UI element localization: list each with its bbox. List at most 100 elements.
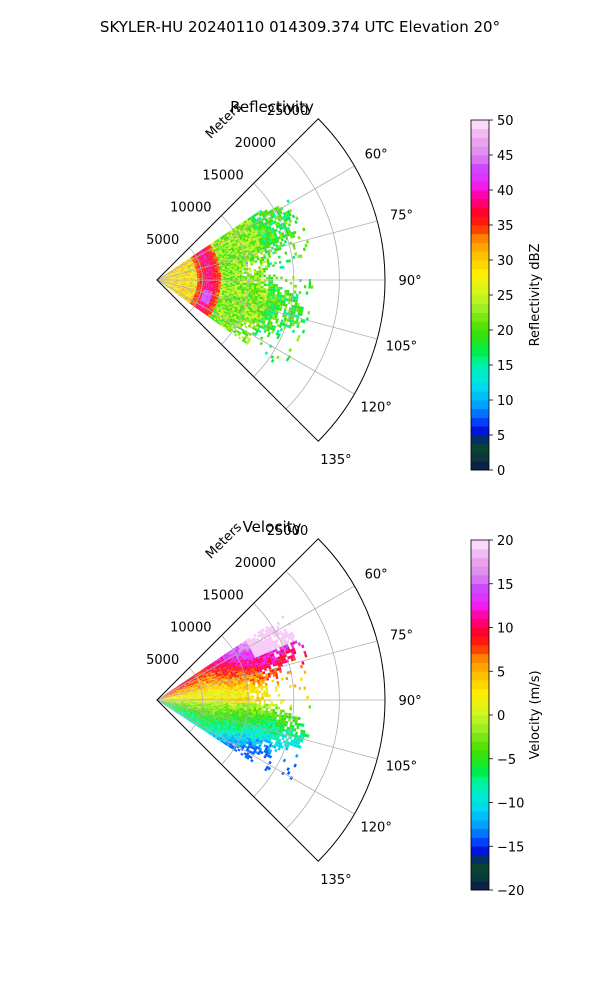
velocity-data-cell	[275, 676, 279, 679]
reflectivity-data-cell	[266, 211, 270, 216]
reflectivity-data-cell	[209, 263, 212, 265]
reflectivity-data-cell	[230, 296, 234, 299]
reflectivity-data-cell	[172, 272, 175, 274]
reflectivity-data-cell	[212, 242, 216, 246]
reflectivity-data-cell	[165, 283, 169, 285]
reflectivity-data-cell	[261, 281, 264, 284]
reflectivity-data-cell	[228, 246, 232, 250]
reflectivity-data-cell	[228, 248, 232, 251]
reflectivity-data-cell	[274, 289, 278, 292]
reflectivity-data-cell	[207, 268, 211, 270]
reflectivity-data-cell	[199, 257, 202, 260]
reflectivity-data-cell	[269, 305, 273, 309]
reflectivity-data-cell	[176, 288, 179, 291]
reflectivity-data-cell	[306, 240, 310, 244]
reflectivity-data-cell	[208, 295, 212, 298]
reflectivity-data-cell	[189, 293, 193, 296]
reflectivity-data-cell	[232, 277, 236, 280]
reflectivity-data-cell	[289, 322, 293, 326]
reflectivity-data-cell	[198, 268, 201, 270]
reflectivity-data-cell	[180, 278, 184, 280]
reflectivity-data-cell	[221, 308, 225, 311]
reflectivity-data-cell	[170, 284, 173, 286]
velocity-data-cell	[299, 677, 303, 681]
reflectivity-data-cell	[198, 286, 202, 289]
reflectivity-data-cell	[244, 232, 249, 236]
reflectivity-data-cell	[171, 281, 174, 282]
reflectivity-data-cell	[256, 287, 259, 290]
reflectivity-data-cell	[206, 255, 209, 258]
reflectivity-data-cell	[223, 275, 226, 277]
velocity-data-cell	[211, 697, 214, 699]
reflectivity-data-cell	[218, 302, 222, 305]
reflectivity-data-cell	[199, 281, 203, 283]
reflectivity-data-cell	[237, 313, 241, 317]
reflectivity-data-cell	[233, 304, 237, 307]
reflectivity-data-cell	[229, 244, 233, 247]
reflectivity-angle-tick-label: 90°	[399, 274, 422, 289]
reflectivity-data-cell	[189, 287, 192, 289]
reflectivity-data-cell	[301, 306, 304, 311]
velocity-data-cell	[297, 716, 301, 721]
reflectivity-angle-tick-label: 120°	[361, 401, 392, 416]
reflectivity-data-cell	[233, 253, 237, 257]
reflectivity-data-cell	[224, 306, 228, 309]
velocity-data-cell	[221, 698, 224, 700]
reflectivity-data-cell	[242, 295, 246, 299]
reflectivity-data-cell	[297, 254, 300, 259]
reflectivity-data-cell	[181, 270, 184, 272]
reflectivity-data-cell	[241, 286, 245, 289]
reflectivity-data-cell	[249, 285, 252, 288]
reflectivity-data-cell	[243, 239, 247, 243]
reflectivity-data-cell	[239, 275, 243, 278]
reflectivity-data-cell	[215, 247, 219, 251]
reflectivity-data-cell	[244, 307, 248, 311]
reflectivity-data-cell	[220, 258, 223, 261]
reflectivity-data-cell	[221, 248, 224, 251]
reflectivity-data-cell	[166, 281, 169, 283]
reflectivity-colorbar-segment	[471, 268, 489, 278]
reflectivity-data-cell	[239, 286, 243, 289]
reflectivity-data-cell	[192, 260, 196, 263]
reflectivity-data-cell	[189, 271, 192, 273]
reflectivity-data-cell	[260, 290, 264, 293]
reflectivity-data-cell	[256, 233, 260, 238]
reflectivity-data-cell	[233, 302, 237, 306]
reflectivity-data-cell	[227, 307, 230, 310]
reflectivity-data-cell	[203, 289, 206, 292]
reflectivity-data-cell	[264, 297, 268, 301]
velocity-data-cell	[218, 698, 222, 700]
reflectivity-data-cell	[252, 295, 256, 298]
reflectivity-data-cell	[194, 282, 198, 284]
reflectivity-data-cell	[168, 283, 171, 285]
reflectivity-data-cell	[280, 319, 284, 323]
velocity-data-cell	[213, 694, 217, 697]
velocity-data-cell	[213, 698, 217, 700]
reflectivity-data-cell	[247, 237, 251, 241]
reflectivity-data-cell	[246, 317, 250, 320]
velocity-data-cell	[242, 701, 245, 704]
reflectivity-data-cell	[267, 229, 271, 233]
reflectivity-data-cell	[219, 300, 223, 303]
reflectivity-data-cell	[265, 312, 269, 316]
reflectivity-data-cell	[294, 220, 298, 225]
reflectivity-data-cell	[267, 305, 271, 309]
reflectivity-data-cell	[169, 272, 172, 274]
reflectivity-data-cell	[166, 281, 169, 282]
reflectivity-data-cell	[216, 282, 219, 284]
velocity-data-cell	[256, 692, 259, 696]
reflectivity-data-cell	[263, 283, 267, 287]
reflectivity-data-cell	[259, 307, 263, 311]
velocity-data-cell	[216, 695, 219, 698]
reflectivity-data-cell	[208, 297, 211, 300]
reflectivity-data-cell	[285, 230, 289, 234]
reflectivity-data-cell	[165, 282, 169, 284]
velocity-data-cell	[249, 707, 252, 710]
reflectivity-data-cell	[181, 271, 185, 273]
reflectivity-data-cell	[168, 281, 172, 282]
reflectivity-data-cell	[227, 267, 230, 270]
reflectivity-data-cell	[286, 209, 291, 214]
reflectivity-data-cell	[279, 241, 283, 245]
reflectivity-data-cell	[263, 270, 266, 273]
reflectivity-data-cell	[280, 300, 284, 304]
